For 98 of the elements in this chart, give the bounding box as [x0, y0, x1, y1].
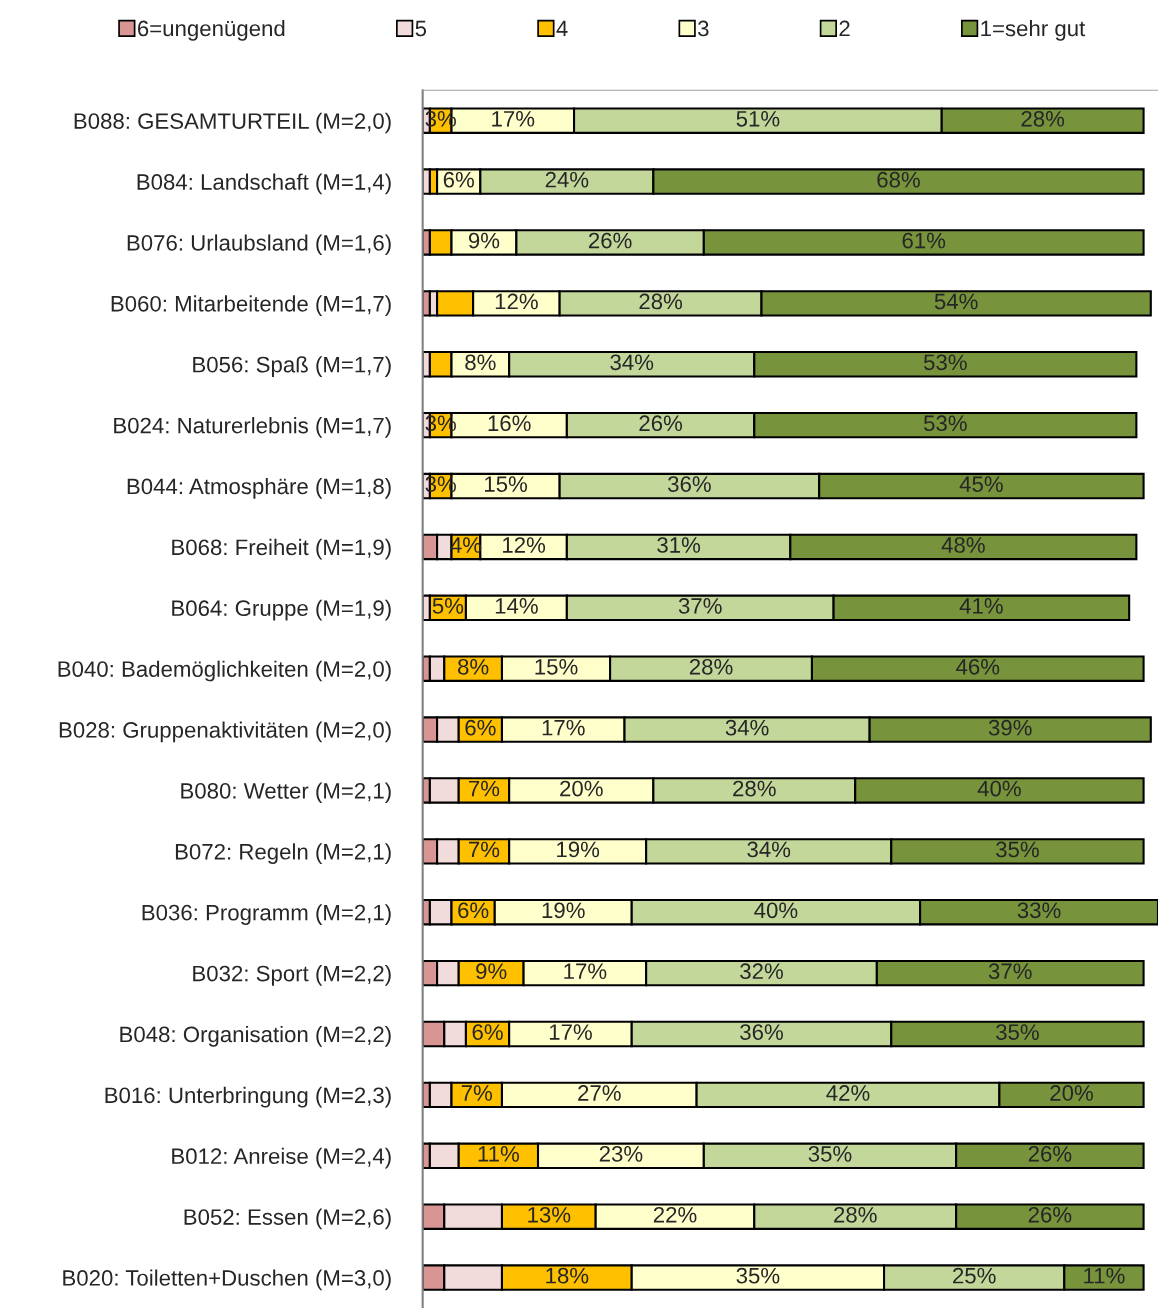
- data-label: 48%: [941, 537, 985, 553]
- data-label: 8%: [458, 658, 489, 675]
- data-label: 11%: [1084, 1267, 1125, 1284]
- y-tick-label: B040: Bademöglichkeiten (M=2,0): [58, 660, 391, 682]
- data-label: 35%: [996, 841, 1039, 858]
- data-label: 20%: [560, 780, 603, 797]
- data-label: 31%: [657, 537, 701, 553]
- data-label: 14%: [495, 598, 538, 614]
- data-label: 34%: [610, 354, 654, 371]
- y-tick-label: B036: Programm (M=2,1): [142, 904, 391, 925]
- data-label: 42%: [826, 1085, 870, 1101]
- data-label: 37%: [678, 598, 722, 614]
- y-tick-label: B064: Gruppe (M=1,9): [172, 599, 391, 621]
- data-label: 17%: [492, 111, 535, 127]
- data-label: 35%: [736, 1267, 780, 1284]
- data-label: 28%: [733, 780, 776, 797]
- data-label: 25%: [953, 1267, 996, 1284]
- data-label: 5%: [432, 598, 464, 614]
- data-label: 9%: [476, 963, 507, 980]
- data-label: 15%: [535, 659, 578, 675]
- data-label: 28%: [1021, 110, 1065, 127]
- data-label: 53%: [923, 415, 967, 432]
- data-label: 46%: [956, 658, 1000, 675]
- data-label: 45%: [959, 476, 1003, 492]
- data-label: 26%: [639, 415, 683, 432]
- data-label: 9%: [468, 232, 500, 249]
- data-label: 26%: [1028, 1146, 1072, 1162]
- data-label: 68%: [877, 171, 920, 188]
- data-label: 28%: [834, 1206, 877, 1223]
- data-label: 61%: [902, 232, 946, 249]
- data-label: 40%: [754, 902, 798, 919]
- data-label: 28%: [689, 658, 733, 675]
- y-tick-label: B044: Atmosphäre (M=1,8): [127, 477, 391, 499]
- data-label: 34%: [747, 841, 791, 858]
- y-tick-label: B032: Sport (M=2,2): [193, 965, 391, 986]
- legend-label: 5: [415, 20, 427, 37]
- legend-label: 2: [839, 20, 850, 37]
- data-label: 33%: [1017, 902, 1061, 919]
- data-label: 53%: [923, 354, 967, 371]
- data-label: 26%: [588, 232, 632, 249]
- y-tick-label: B072: Regeln (M=2,1): [175, 843, 391, 865]
- data-label: 26%: [1028, 1206, 1072, 1223]
- data-label: 15%: [485, 476, 528, 492]
- y-tick-label: B088: GESAMTURTEIL (M=2,0): [74, 112, 391, 134]
- data-label: 35%: [808, 1146, 852, 1162]
- data-label: 20%: [1050, 1085, 1093, 1101]
- data-label: 16%: [488, 415, 531, 432]
- legend-label: 3: [697, 20, 709, 37]
- data-label: 13%: [528, 1206, 571, 1223]
- data-label: 51%: [736, 111, 780, 127]
- legend-label: 1=sehr gut: [981, 20, 1086, 41]
- data-label: 40%: [977, 780, 1021, 797]
- data-label: 27%: [578, 1085, 621, 1101]
- data-label: 17%: [549, 1024, 592, 1040]
- data-label: 19%: [542, 902, 585, 919]
- data-label: 18%: [546, 1267, 589, 1284]
- y-tick-label: B012: Anreise (M=2,4): [172, 1147, 391, 1169]
- data-label: 39%: [988, 719, 1032, 736]
- y-tick-label: B076: Urlaubsland (M=1,6): [127, 234, 391, 256]
- y-tick-label: B080: Wetter (M=2,1): [181, 782, 391, 804]
- data-label: 36%: [740, 1024, 783, 1040]
- y-tick-label: B028: Gruppenaktivitäten (M=2,0): [59, 721, 391, 743]
- data-label: 7%: [469, 780, 500, 797]
- data-label: 7%: [461, 1085, 493, 1101]
- data-label: 11%: [478, 1146, 519, 1162]
- data-label: 23%: [599, 1146, 643, 1162]
- y-tick-label: B056: Spaß (M=1,7): [193, 356, 391, 377]
- legend-label: 4: [556, 20, 568, 37]
- data-label: 28%: [639, 293, 683, 310]
- y-tick-label: B024: Naturerlebnis (M=1,7): [114, 417, 391, 438]
- data-label: 17%: [564, 963, 607, 979]
- data-label: 19%: [557, 841, 600, 858]
- y-tick-label: B084: Landschaft (M=1,4): [137, 173, 391, 195]
- y-tick-label: B068: Freiheit (M=1,9): [172, 538, 391, 560]
- data-label: 6%: [465, 719, 496, 736]
- data-label: 7%: [469, 841, 500, 858]
- data-label: 36%: [668, 476, 711, 492]
- data-label: 37%: [988, 963, 1032, 980]
- data-label: 8%: [465, 354, 496, 371]
- data-label: 12%: [495, 293, 538, 310]
- y-tick-label: B020: Toiletten+Duschen (M=3,0): [63, 1269, 391, 1291]
- data-label: 6%: [443, 171, 474, 188]
- data-label: 34%: [725, 719, 769, 736]
- data-label: 12%: [503, 537, 546, 553]
- data-label: 22%: [653, 1206, 697, 1223]
- data-label: 6%: [458, 902, 489, 919]
- data-label: 41%: [959, 598, 1003, 614]
- data-label: 6%: [472, 1024, 503, 1040]
- data-label: 17%: [542, 719, 585, 736]
- data-label: 24%: [545, 171, 589, 188]
- y-tick-label: B048: Organisation (M=2,2): [120, 1025, 391, 1047]
- y-tick-label: B016: Unterbringung (M=2,3): [105, 1086, 391, 1108]
- data-label: 54%: [934, 293, 978, 310]
- y-tick-label: B060: Mitarbeitende (M=1,7): [111, 295, 391, 317]
- legend-label: 6=ungenügend: [137, 20, 285, 41]
- data-label: 35%: [996, 1024, 1039, 1040]
- y-tick-label: B052: Essen (M=2,6): [184, 1208, 391, 1230]
- data-label: 32%: [740, 963, 783, 980]
